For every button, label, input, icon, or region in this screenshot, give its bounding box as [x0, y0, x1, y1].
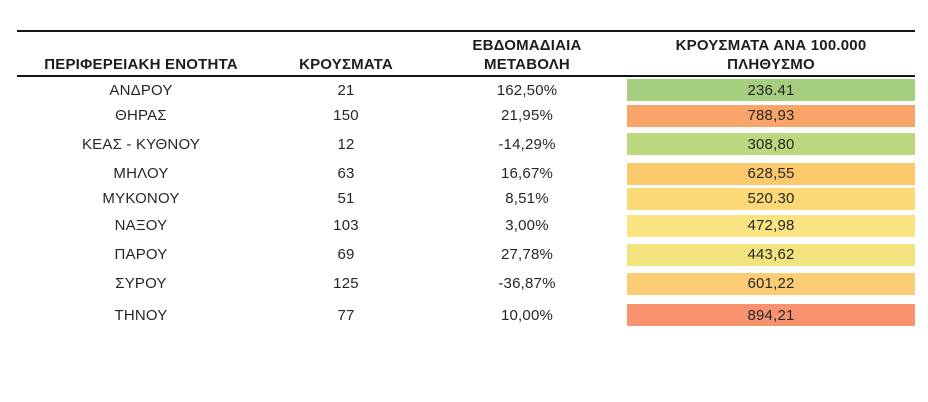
per-100k-cell: 443,62	[627, 241, 915, 268]
column-header-weekly-change-line2: ΜΕΤΑΒΟΛΗ	[484, 56, 570, 73]
per-100k-value-chip: 628,55	[627, 162, 915, 185]
column-header-region: ΠΕΡΙΦΕΡΕΙΑΚΗ ΕΝΟΤΗΤΑ	[17, 55, 265, 74]
column-header-region-label: ΠΕΡΙΦΕΡΕΙΑΚΗ ΕΝΟΤΗΤΑ	[44, 56, 238, 73]
weekly-change-cell: 8,51%	[505, 190, 549, 207]
column-header-cases-label: ΚΡΟΥΣΜΑΤΑ	[299, 56, 393, 73]
per-100k-cell: 520.30	[627, 187, 915, 210]
per-100k-cell: 236.41	[627, 77, 915, 103]
column-header-per-100k-line1: ΚΡΟΥΣΜΑΤΑ ΑΝΑ 100.000	[675, 37, 867, 54]
region-cell: ΚΕΑΣ - ΚΥΘΝΟΥ	[81, 135, 201, 153]
weekly-change-cell: 27,78%	[500, 246, 554, 263]
region-cell: ΠΑΡΟΥ	[114, 246, 168, 263]
per-100k-value-chip: 520.30	[627, 187, 915, 210]
table-body: ΑΝΔΡΟΥ 21 162,50% 236.41 ΘΗΡΑΣ 150 21,95% 788,9…	[17, 77, 915, 331]
weekly-change-cell: 21,95%	[500, 107, 554, 124]
cases-cell: 51	[337, 190, 355, 207]
table-row: ΜΗΛΟΥ 63 16,67% 628,55	[17, 160, 915, 187]
table-row: ΚΕΑΣ - ΚΥΘΝΟΥ 12 -14,29% 308,80	[17, 128, 915, 160]
per-100k-value-chip: 236.41	[627, 79, 915, 101]
weekly-change-cell: 16,67%	[500, 165, 554, 182]
cases-cell: 12	[337, 135, 355, 153]
weekly-change-cell: -36,87%	[498, 275, 556, 292]
region-cell: ΘΗΡΑΣ	[115, 107, 167, 124]
cases-cell: 69	[337, 246, 355, 263]
table-row: ΝΑΞΟΥ 103 3,00% 472,98	[17, 210, 915, 241]
column-header-weekly-change-line1: ΕΒΔΟΜΑΔΙΑΙΑ	[472, 37, 582, 54]
cases-cell: 77	[337, 306, 355, 324]
column-header-per-100k: ΚΡΟΥΣΜΑΤΑ ΑΝΑ 100.000 ΠΛΗΘΥΣΜΟ	[627, 36, 915, 74]
regional-cases-table: ΠΕΡΙΦΕΡΕΙΑΚΗ ΕΝΟΤΗΤΑ ΚΡΟΥΣΜΑΤΑ ΕΒΔΟΜΑΔΙΑ…	[17, 30, 915, 331]
region-cell: ΜΥΚΟΝΟΥ	[102, 190, 180, 207]
table-row: ΤΗΝΟΥ 77 10,00% 894,21	[17, 299, 915, 331]
cases-cell: 125	[333, 275, 359, 292]
per-100k-cell: 894,21	[627, 299, 915, 331]
cases-cell: 21	[337, 81, 355, 99]
per-100k-cell: 308,80	[627, 128, 915, 160]
weekly-change-cell: 162,50%	[496, 81, 558, 99]
table-row: ΣΥΡΟΥ 125 -36,87% 601,22	[17, 268, 915, 299]
table-header-row: ΠΕΡΙΦΕΡΕΙΑΚΗ ΕΝΟΤΗΤΑ ΚΡΟΥΣΜΑΤΑ ΕΒΔΟΜΑΔΙΑ…	[17, 32, 915, 77]
per-100k-cell: 601,22	[627, 268, 915, 299]
column-header-per-100k-line2: ΠΛΗΘΥΣΜΟ	[727, 56, 815, 73]
cases-cell: 150	[333, 107, 359, 124]
region-cell: ΤΗΝΟΥ	[114, 306, 168, 324]
per-100k-cell: 472,98	[627, 210, 915, 241]
cases-cell: 103	[333, 217, 359, 234]
column-header-cases: ΚΡΟΥΣΜΑΤΑ	[265, 55, 427, 74]
weekly-change-cell: 10,00%	[500, 306, 554, 324]
column-header-weekly-change: ΕΒΔΟΜΑΔΙΑΙΑ ΜΕΤΑΒΟΛΗ	[427, 36, 627, 74]
per-100k-value-chip: 308,80	[627, 133, 915, 155]
table-row: ΑΝΔΡΟΥ 21 162,50% 236.41	[17, 77, 915, 103]
region-cell: ΜΗΛΟΥ	[113, 165, 169, 182]
per-100k-value-chip: 894,21	[627, 304, 915, 326]
per-100k-cell: 628,55	[627, 160, 915, 187]
per-100k-value-chip: 788,93	[627, 104, 915, 127]
per-100k-value-chip: 601,22	[627, 272, 915, 295]
region-cell: ΣΥΡΟΥ	[115, 275, 167, 292]
region-cell: ΑΝΔΡΟΥ	[109, 81, 173, 99]
weekly-change-cell: -14,29%	[498, 135, 556, 153]
weekly-change-cell: 3,00%	[505, 217, 549, 234]
per-100k-value-chip: 443,62	[627, 243, 915, 266]
table-row: ΘΗΡΑΣ 150 21,95% 788,93	[17, 103, 915, 128]
cases-cell: 63	[337, 165, 355, 182]
per-100k-cell: 788,93	[627, 103, 915, 128]
per-100k-value-chip: 472,98	[627, 214, 915, 237]
region-cell: ΝΑΞΟΥ	[114, 217, 168, 234]
table-row: ΜΥΚΟΝΟΥ 51 8,51% 520.30	[17, 187, 915, 210]
table-row: ΠΑΡΟΥ 69 27,78% 443,62	[17, 241, 915, 268]
